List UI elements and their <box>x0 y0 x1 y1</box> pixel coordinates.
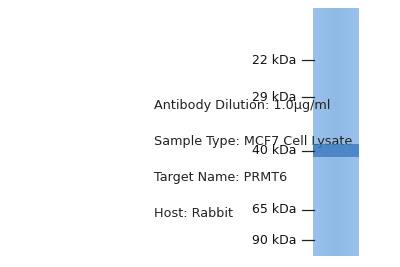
Bar <box>339 8 340 256</box>
Bar <box>358 8 359 256</box>
Text: 65 kDa: 65 kDa <box>252 203 296 216</box>
Bar <box>319 8 321 256</box>
Bar <box>324 8 325 256</box>
Bar <box>322 8 324 256</box>
Bar <box>344 8 345 256</box>
Text: 22 kDa: 22 kDa <box>252 54 296 66</box>
Bar <box>336 8 338 256</box>
Bar <box>313 144 359 157</box>
Bar <box>356 8 358 256</box>
Bar <box>354 8 356 256</box>
Text: Sample Type: MCF7 Cell Lysate: Sample Type: MCF7 Cell Lysate <box>154 135 352 148</box>
Text: 29 kDa: 29 kDa <box>252 91 296 104</box>
Bar <box>330 8 332 256</box>
Bar <box>350 8 351 256</box>
Bar <box>316 8 318 256</box>
Bar <box>334 8 336 256</box>
Bar <box>340 8 342 256</box>
Bar <box>314 8 316 256</box>
Text: Target Name: PRMT6: Target Name: PRMT6 <box>154 171 287 184</box>
Bar <box>338 8 339 256</box>
Text: Antibody Dilution: 1.0µg/ml: Antibody Dilution: 1.0µg/ml <box>154 99 330 112</box>
Bar <box>325 8 327 256</box>
Bar <box>313 8 359 256</box>
Text: Host: Rabbit: Host: Rabbit <box>154 207 233 220</box>
Bar <box>347 8 348 256</box>
Bar <box>318 8 319 256</box>
Bar <box>331 8 333 256</box>
Bar <box>342 8 344 256</box>
Bar <box>348 8 350 256</box>
Bar <box>328 8 330 256</box>
Text: 40 kDa: 40 kDa <box>252 144 296 157</box>
Bar <box>327 8 328 256</box>
Bar <box>353 8 354 256</box>
Bar <box>333 8 334 256</box>
Bar <box>313 8 314 256</box>
Bar <box>345 8 347 256</box>
Bar <box>321 8 322 256</box>
Bar <box>351 8 353 256</box>
Text: 90 kDa: 90 kDa <box>252 234 296 247</box>
